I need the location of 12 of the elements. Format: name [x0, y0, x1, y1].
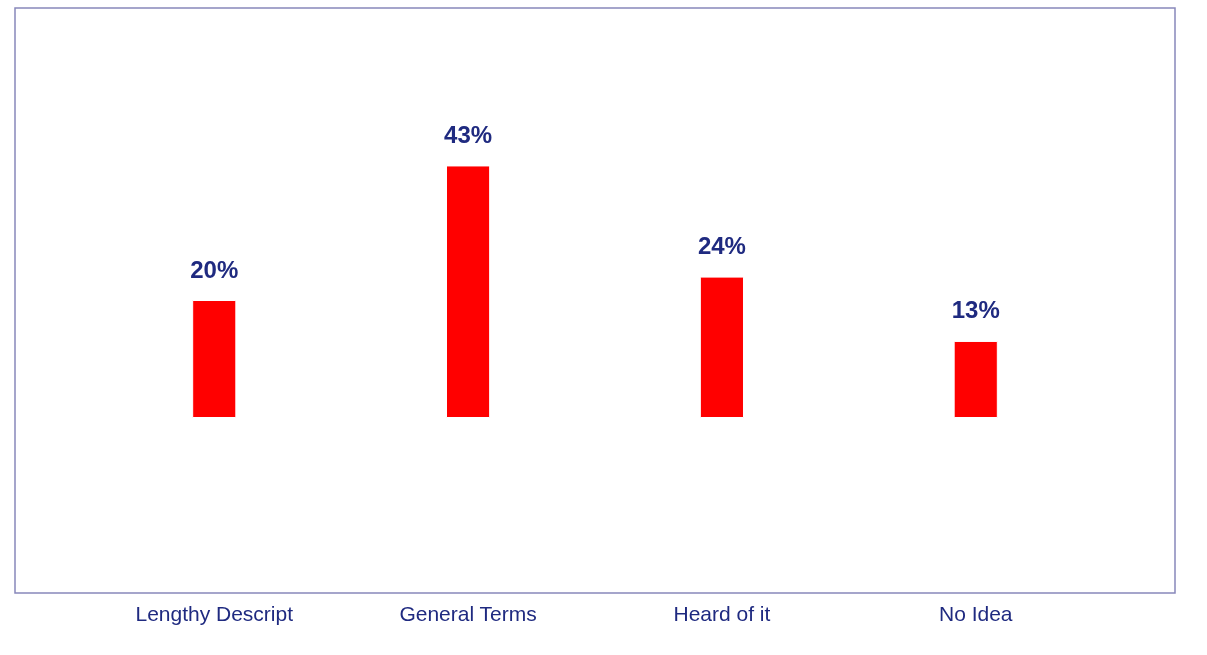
bar	[192, 300, 237, 418]
x-tick-label: No Idea	[938, 601, 1013, 625]
bar	[953, 340, 998, 418]
data-label: 43%	[444, 120, 493, 148]
bar	[699, 276, 744, 418]
bar	[446, 165, 491, 418]
x-tick-label: General Terms	[399, 601, 537, 625]
data-label: 13%	[951, 296, 1000, 324]
data-label: 24%	[697, 232, 746, 260]
data-label: 20%	[190, 255, 239, 283]
x-tick-label: Lengthy Descript	[135, 601, 294, 625]
x-tick-label: Heard of it	[673, 601, 771, 625]
